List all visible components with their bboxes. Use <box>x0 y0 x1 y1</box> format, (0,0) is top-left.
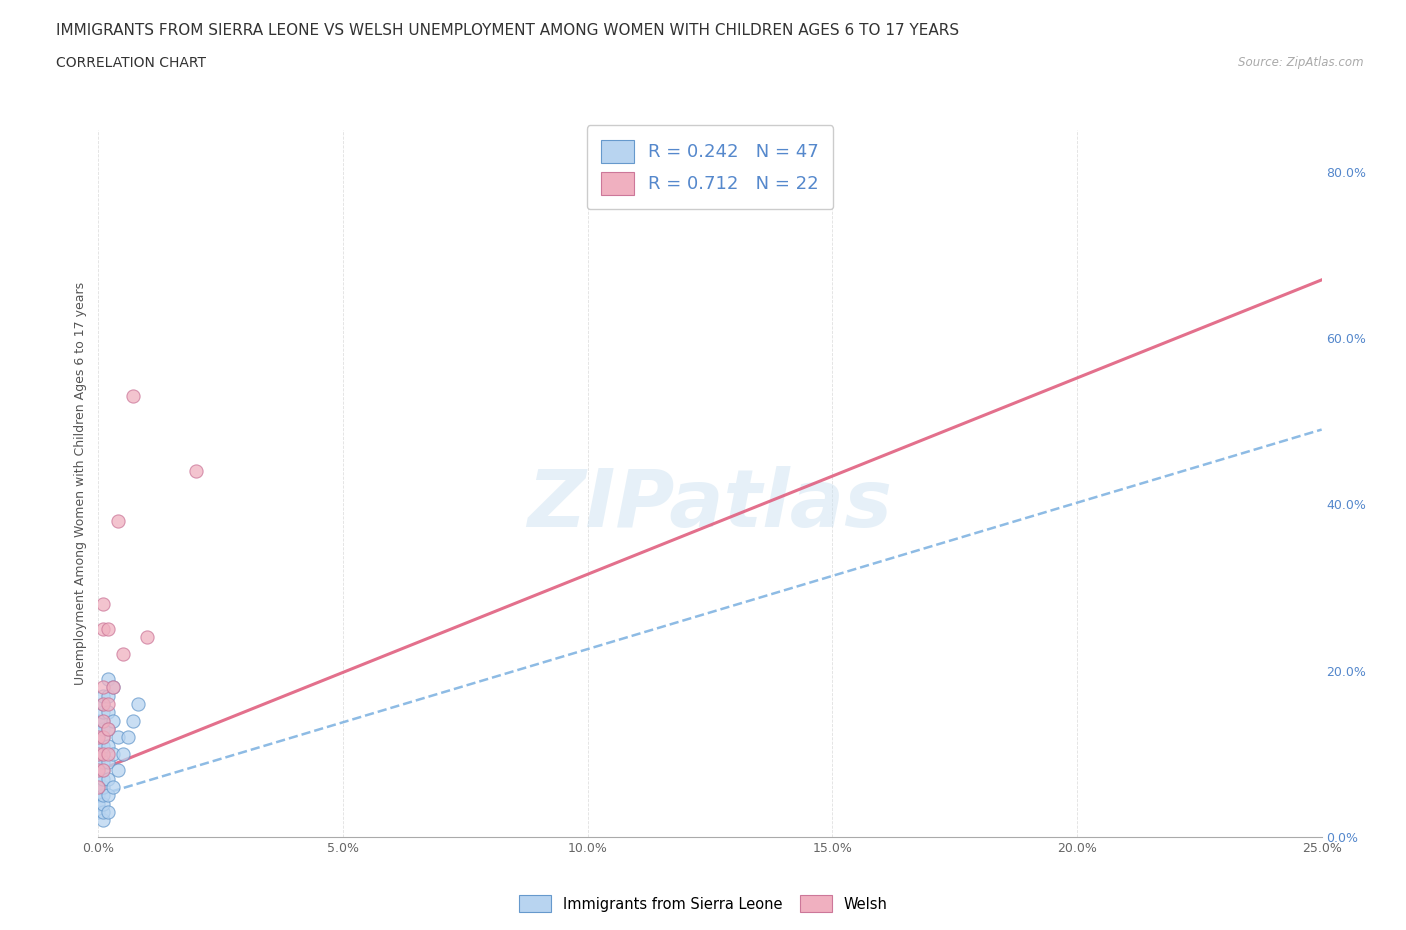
Point <box>111 646 134 661</box>
Point <box>87 730 110 745</box>
Point <box>87 747 110 762</box>
Point <box>91 813 114 828</box>
Point <box>97 771 120 786</box>
Point <box>101 747 124 762</box>
Point <box>91 697 114 711</box>
Point <box>186 464 208 479</box>
Point <box>97 705 120 720</box>
Point <box>87 713 110 728</box>
Point <box>91 697 114 711</box>
Point <box>87 771 110 786</box>
Point <box>101 680 124 695</box>
Point <box>87 722 110 737</box>
Point <box>87 779 110 794</box>
Point <box>87 788 110 803</box>
Point <box>121 713 143 728</box>
Point <box>97 755 120 770</box>
Point <box>97 671 120 686</box>
Point <box>87 763 110 777</box>
Point <box>87 796 110 811</box>
Point <box>91 713 114 728</box>
Y-axis label: Unemployment Among Women with Children Ages 6 to 17 years: Unemployment Among Women with Children A… <box>75 282 87 685</box>
Point <box>91 597 114 612</box>
Point <box>91 796 114 811</box>
Point <box>101 713 124 728</box>
Point <box>101 779 124 794</box>
Text: ZIPatlas: ZIPatlas <box>527 466 893 544</box>
Point <box>87 730 110 745</box>
Point <box>97 697 120 711</box>
Legend: R = 0.242   N = 47, R = 0.712   N = 22: R = 0.242 N = 47, R = 0.712 N = 22 <box>586 126 834 209</box>
Point <box>91 688 114 703</box>
Point <box>97 738 120 753</box>
Point <box>107 763 129 777</box>
Point <box>97 804 120 819</box>
Point <box>97 621 120 636</box>
Point <box>91 722 114 737</box>
Point <box>91 763 114 777</box>
Point <box>127 697 149 711</box>
Point <box>91 771 114 786</box>
Point <box>117 730 139 745</box>
Point <box>121 389 143 404</box>
Point <box>107 730 129 745</box>
Point <box>87 738 110 753</box>
Point <box>97 747 120 762</box>
Point <box>97 688 120 703</box>
Text: Source: ZipAtlas.com: Source: ZipAtlas.com <box>1239 56 1364 69</box>
Point <box>91 738 114 753</box>
Point <box>91 747 114 762</box>
Point <box>97 722 120 737</box>
Point <box>91 788 114 803</box>
Point <box>87 763 110 777</box>
Point <box>136 630 159 644</box>
Point <box>87 779 110 794</box>
Legend: Immigrants from Sierra Leone, Welsh: Immigrants from Sierra Leone, Welsh <box>513 890 893 918</box>
Point <box>87 747 110 762</box>
Point <box>91 713 114 728</box>
Text: IMMIGRANTS FROM SIERRA LEONE VS WELSH UNEMPLOYMENT AMONG WOMEN WITH CHILDREN AGE: IMMIGRANTS FROM SIERRA LEONE VS WELSH UN… <box>56 23 959 38</box>
Text: CORRELATION CHART: CORRELATION CHART <box>56 56 207 70</box>
Point <box>91 763 114 777</box>
Point <box>87 755 110 770</box>
Point <box>97 722 120 737</box>
Point <box>91 680 114 695</box>
Point <box>91 730 114 745</box>
Point <box>91 755 114 770</box>
Point <box>111 747 134 762</box>
Point <box>87 804 110 819</box>
Point <box>91 730 114 745</box>
Point <box>91 705 114 720</box>
Point <box>91 747 114 762</box>
Point <box>91 779 114 794</box>
Point <box>97 788 120 803</box>
Point <box>91 621 114 636</box>
Point <box>107 513 129 528</box>
Point <box>91 804 114 819</box>
Point <box>101 680 124 695</box>
